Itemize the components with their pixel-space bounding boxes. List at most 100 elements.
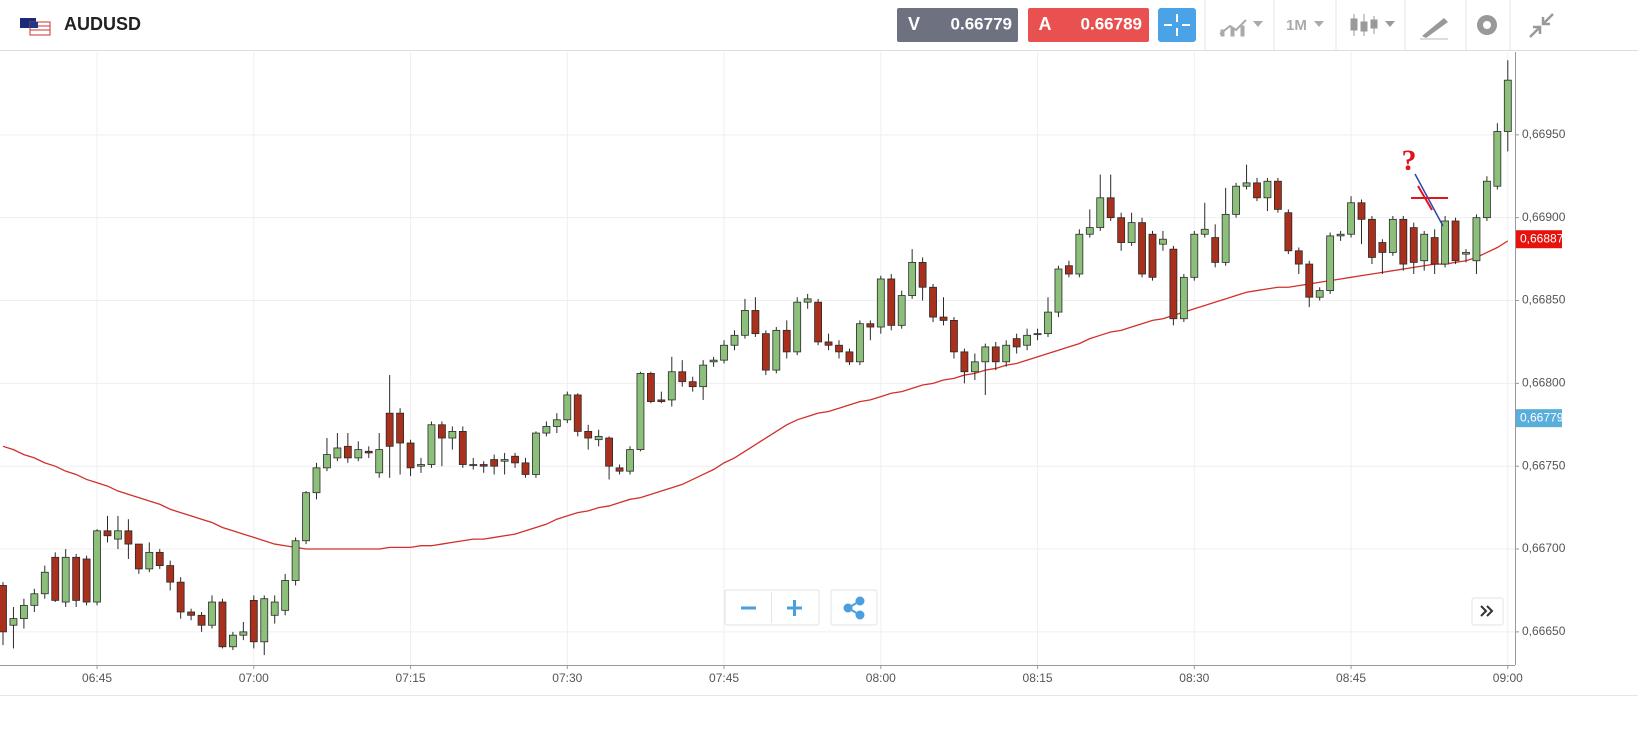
candle-body-up (1263, 180, 1272, 199)
candle-body-up (1044, 311, 1052, 335)
candle-body-up (730, 334, 739, 346)
y-tick-label: 0,66800 (1522, 376, 1566, 390)
candle-body-up (500, 459, 509, 462)
buy-price[interactable]: 0.66789 (1081, 14, 1142, 33)
candle-body-down (814, 301, 822, 343)
sell-button[interactable] (897, 8, 1018, 42)
candle-body-up (856, 323, 864, 363)
share-button[interactable] (843, 596, 865, 620)
chart-type-button[interactable] (1350, 14, 1395, 36)
candle-body-down (458, 430, 467, 465)
candle-body-down (1012, 338, 1021, 348)
candle-body-down (51, 556, 60, 601)
buy-label[interactable]: A (1039, 14, 1052, 34)
candle-body-up (1096, 197, 1105, 229)
candle-body-up (699, 364, 708, 388)
candle-body-up (1190, 233, 1199, 278)
candle-body-down (176, 581, 185, 613)
timeframe[interactable]: 1M (1286, 17, 1307, 34)
moving-average (2, 240, 1509, 550)
scroll-right-button[interactable] (1471, 597, 1504, 626)
indicators-button[interactable] (1219, 19, 1263, 37)
collapse-button[interactable] (1529, 13, 1554, 38)
timeframe-caret[interactable] (1314, 21, 1324, 27)
x-tick-label: 06:45 (82, 671, 112, 685)
candle-body-down (1148, 233, 1157, 278)
candle-body-up (1002, 344, 1011, 363)
candle-body-down (761, 333, 770, 371)
candle-body-down (437, 424, 446, 439)
candle-body-down (960, 351, 969, 373)
candle-body-up (1023, 334, 1031, 346)
x-tick-label: 07:30 (552, 671, 582, 685)
candle-body-up (1336, 233, 1345, 237)
candle-body-down (1106, 197, 1115, 219)
sell-label[interactable]: V (908, 14, 920, 34)
candle-body-down (134, 543, 143, 570)
candle-body-down (82, 558, 91, 603)
zoom-in-button[interactable] (787, 600, 802, 616)
candle-body-down (490, 459, 499, 467)
candle-body-up (1462, 252, 1470, 255)
candle-body-down (1065, 265, 1073, 275)
candles (0, 60, 1512, 656)
candle-body-down (1294, 250, 1303, 265)
y-tick-label: 0,66950 (1522, 127, 1566, 141)
y-tick-label: 0,66700 (1522, 541, 1566, 555)
annotation-line (1414, 173, 1444, 227)
candle-body-up (897, 295, 906, 326)
candle-body-down (166, 565, 175, 583)
candle-body-down (1409, 227, 1418, 263)
candle-body-up (1179, 276, 1188, 320)
candle-body-up (30, 593, 39, 606)
draw-button[interactable] (1420, 18, 1448, 40)
candle-body-up (291, 540, 300, 581)
candle-body-up (1159, 238, 1167, 245)
candle-body-down (845, 351, 854, 363)
candle-body-up (1242, 182, 1251, 187)
candle-body-down (1451, 220, 1460, 262)
candle-body-down (1305, 263, 1314, 298)
x-tick-label: 08:15 (1023, 671, 1053, 685)
candle-body-down (1274, 180, 1282, 210)
candle-body-up (239, 631, 248, 636)
candle-body-up (1483, 180, 1491, 219)
candle-body-down (1430, 237, 1439, 265)
candle-body-up (1075, 233, 1084, 275)
candle-body-up (469, 464, 478, 466)
sell-price[interactable]: 0.66779 (951, 14, 1012, 33)
candle-body-down (0, 585, 7, 633)
candle-body-up (741, 310, 749, 336)
candle-body-up (93, 530, 101, 603)
settings-button[interactable] (1477, 15, 1497, 35)
candle-body-up (803, 298, 812, 303)
crosshair-icon (1164, 14, 1190, 36)
candle-body-down (939, 316, 948, 321)
candle-body-up (667, 371, 676, 401)
candle-body-up (228, 634, 237, 648)
candle-body-down (249, 599, 258, 643)
candle-body-up (208, 601, 216, 626)
candle-body-up (1503, 79, 1512, 132)
candle-body-up (333, 447, 342, 459)
candle-body-down (479, 464, 488, 467)
x-tick-label: 08:30 (1179, 671, 1209, 685)
crosshair-button[interactable] (1158, 8, 1196, 42)
candle-body-up (1472, 217, 1481, 262)
candle-body-down (573, 394, 582, 432)
share-panel (830, 589, 878, 626)
candle-body-up (626, 449, 634, 472)
candle-body-up (312, 467, 321, 494)
candle-body-up (532, 432, 540, 475)
candle-body-down (1138, 222, 1146, 275)
candle-body-down (918, 262, 927, 288)
buy-button[interactable] (1028, 8, 1149, 42)
candle-body-down (1211, 237, 1220, 263)
candle-body-up (594, 435, 603, 441)
scroll-right-icon (1480, 605, 1494, 617)
x-tick-label: 08:00 (866, 671, 896, 685)
candle-body-down (835, 344, 843, 353)
candle-body-down (751, 310, 760, 335)
